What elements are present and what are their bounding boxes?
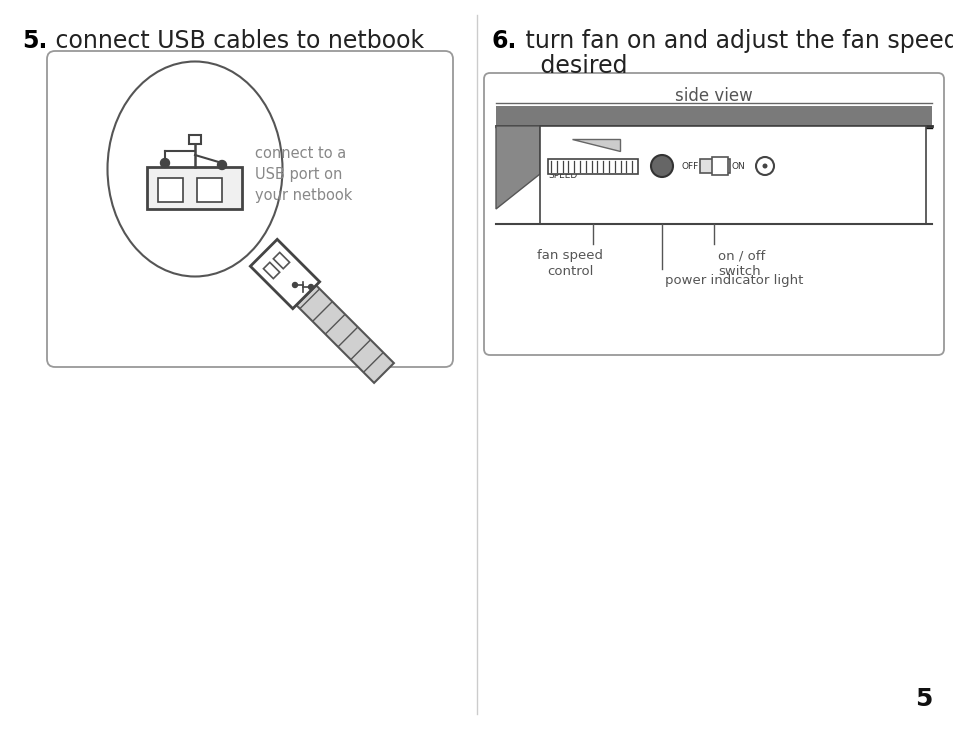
FancyBboxPatch shape	[47, 51, 453, 367]
Circle shape	[308, 284, 314, 289]
Polygon shape	[274, 252, 290, 269]
Text: 6.: 6.	[492, 29, 517, 53]
Bar	[147, 167, 242, 209]
Circle shape	[650, 155, 672, 177]
Text: turn fan on and adjust the fan speed as: turn fan on and adjust the fan speed as	[517, 29, 953, 53]
Text: 5: 5	[914, 687, 931, 711]
Circle shape	[217, 160, 226, 170]
Polygon shape	[296, 285, 394, 383]
Circle shape	[160, 158, 170, 168]
Text: on / off
switch: on / off switch	[718, 249, 764, 278]
Polygon shape	[250, 239, 319, 308]
Bar	[539, 126, 925, 224]
Bar	[700, 159, 729, 173]
Bar	[547, 159, 638, 174]
Text: OFF: OFF	[681, 162, 699, 171]
Circle shape	[761, 163, 767, 168]
Polygon shape	[496, 126, 539, 209]
Bar	[196, 178, 222, 202]
Bar	[711, 157, 727, 175]
Text: connect to a
USB port on
your netbook: connect to a USB port on your netbook	[254, 146, 352, 203]
Polygon shape	[263, 262, 279, 278]
Text: ON: ON	[731, 162, 745, 171]
Bar	[496, 106, 931, 126]
Polygon shape	[572, 139, 619, 151]
Text: fan speed
control: fan speed control	[537, 249, 602, 278]
Text: power indicator light: power indicator light	[664, 274, 802, 287]
Text: 5.: 5.	[22, 29, 48, 53]
Text: desired: desired	[517, 54, 627, 78]
FancyBboxPatch shape	[483, 73, 943, 355]
Bar	[158, 178, 183, 202]
Circle shape	[293, 283, 297, 287]
Bar	[189, 135, 201, 144]
Text: connect USB cables to netbook: connect USB cables to netbook	[48, 29, 424, 53]
Text: side view: side view	[675, 87, 752, 105]
Text: FAN
SPEED: FAN SPEED	[547, 161, 577, 180]
